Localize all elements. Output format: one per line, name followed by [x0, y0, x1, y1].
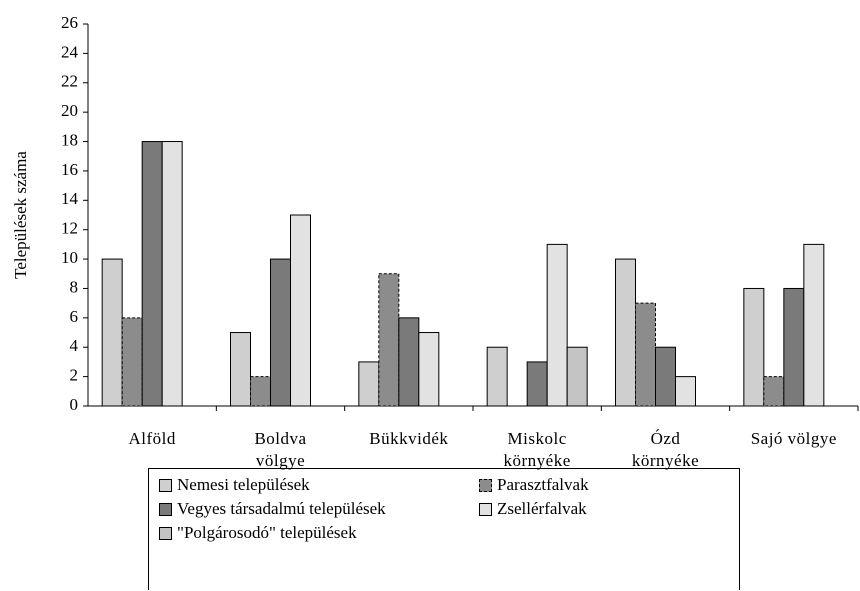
legend-label: Vegyes társadalmú települések [177, 499, 386, 518]
x-tick-label: Miskolc környéke [503, 429, 571, 470]
bar [418, 332, 440, 407]
y-tick-label: 16 [61, 160, 78, 179]
legend-swatch [159, 526, 172, 540]
legend-item: Parasztfalvak [479, 475, 589, 495]
bar [635, 302, 656, 407]
bar [101, 258, 123, 407]
y-tick-label: 12 [61, 219, 78, 238]
legend-item: Vegyes társadalmú települések [159, 499, 386, 519]
y-tick-label: 14 [61, 189, 79, 208]
bar [803, 243, 825, 407]
bar [250, 376, 271, 407]
bar [763, 376, 785, 407]
bar [783, 287, 805, 407]
bar [161, 141, 183, 407]
legend-swatch [159, 478, 172, 492]
bar [486, 346, 508, 407]
bar [398, 317, 420, 407]
legend-label: Zsellérfalvak [497, 499, 587, 518]
bar [270, 258, 291, 407]
y-tick-label: 20 [61, 101, 78, 120]
bar [546, 243, 568, 407]
bar [655, 346, 676, 407]
y-tick-label: 10 [61, 248, 78, 267]
bar [675, 376, 696, 407]
y-tick-label: 4 [70, 336, 79, 355]
bar [615, 258, 636, 407]
x-tick-label: Alföld [128, 429, 176, 448]
y-tick-label: 26 [61, 13, 78, 32]
legend-item: Zsellérfalvak [479, 499, 587, 519]
bar [358, 361, 380, 407]
bar [526, 361, 548, 407]
legend-label: Parasztfalvak [497, 475, 589, 494]
y-tick-label: 24 [61, 42, 79, 61]
legend-item: "Polgárosodó" települések [159, 523, 357, 543]
legend-label: "Polgárosodó" települések [177, 523, 357, 542]
bar [141, 141, 163, 407]
bar [121, 317, 143, 407]
legend: Nemesi települések Parasztfalvak Vegyes tá… [148, 468, 740, 590]
x-tick-label: Boldva völgye [254, 429, 307, 470]
bar [566, 346, 588, 407]
legend-swatch [159, 502, 172, 516]
bar [290, 214, 311, 407]
legend-swatch [479, 502, 492, 516]
y-axis-label: Települések száma [11, 151, 30, 279]
y-tick-label: 22 [61, 72, 78, 91]
x-tick-label: Bükkvidék [369, 429, 449, 448]
legend-item: Nemesi települések [159, 475, 310, 495]
y-tick-label: 6 [70, 307, 79, 326]
y-tick-label: 0 [70, 395, 79, 414]
bar [378, 273, 400, 407]
y-tick-label: 18 [61, 130, 78, 149]
bar [230, 332, 251, 407]
y-tick-label: 8 [70, 277, 79, 296]
legend-swatch [479, 478, 492, 492]
x-tick-label: Sajó völgye [750, 429, 837, 448]
x-tick-label: Ózd környéke [631, 429, 700, 470]
bar [743, 287, 765, 407]
y-tick-label: 2 [70, 366, 79, 385]
legend-label: Nemesi települések [177, 475, 310, 494]
